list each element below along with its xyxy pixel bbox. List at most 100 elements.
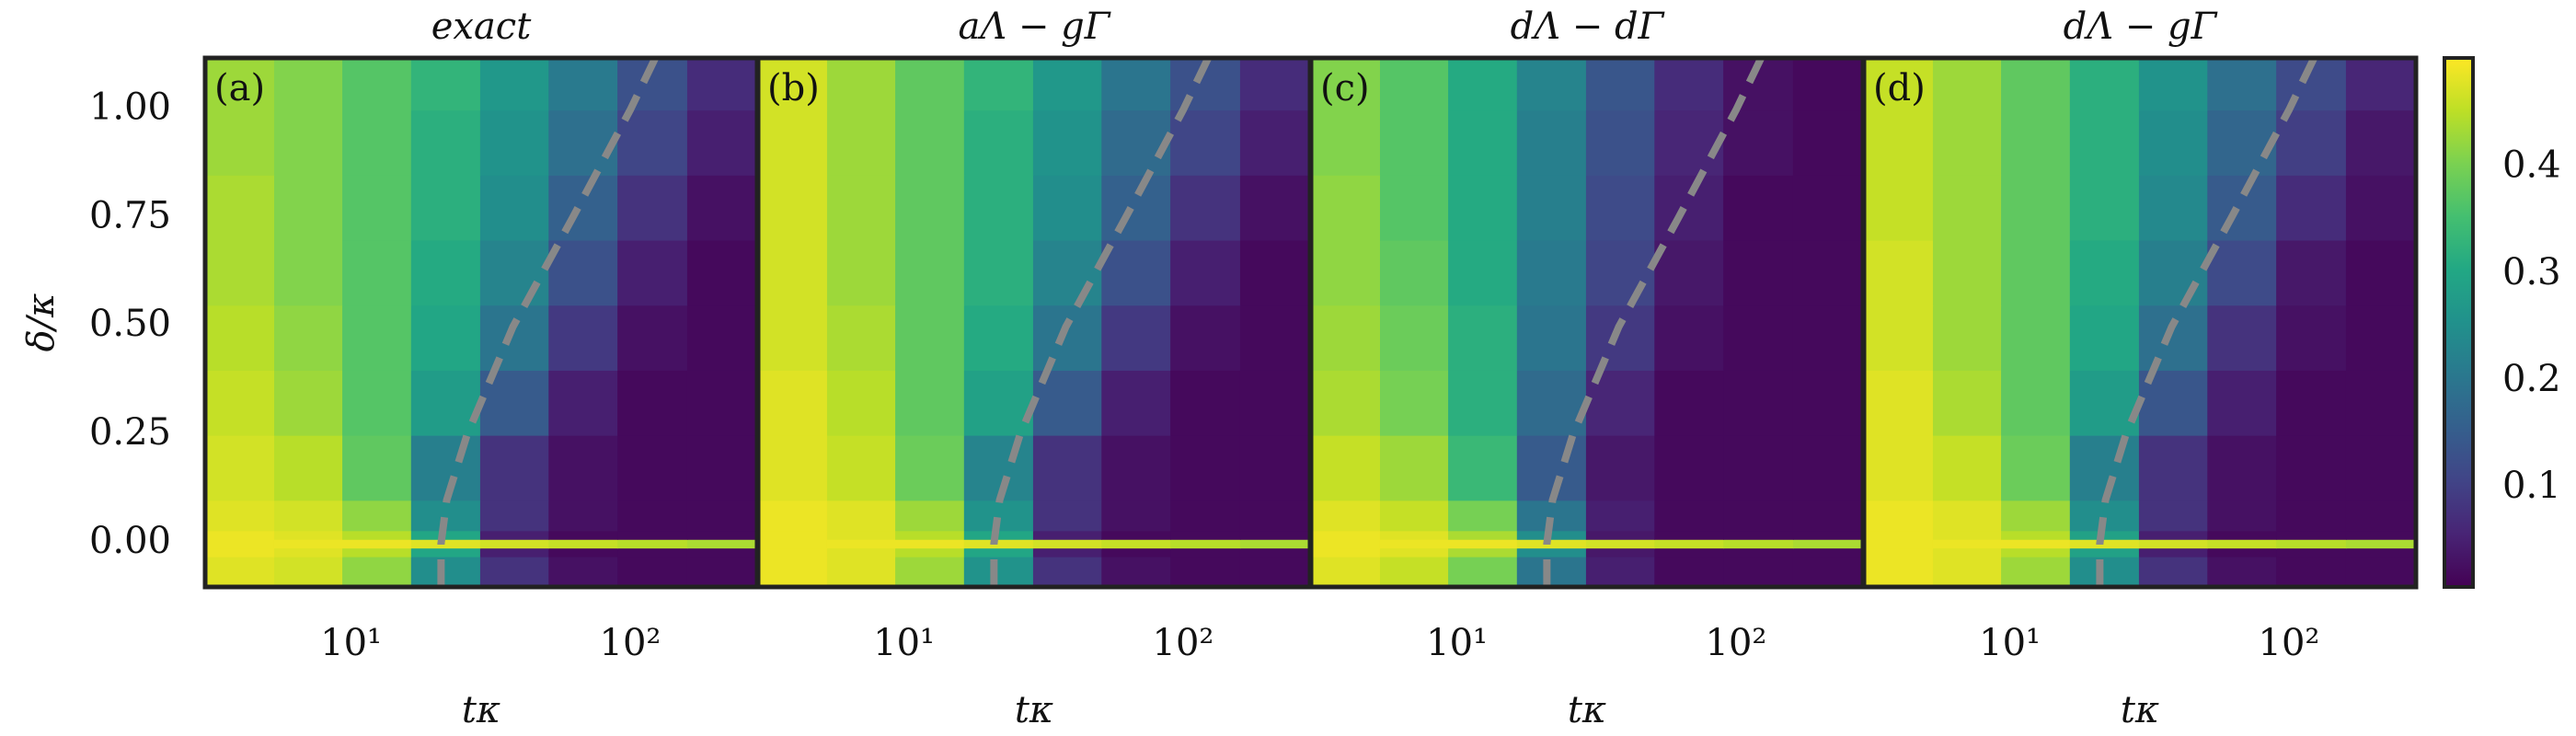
heatmap-cell (963, 305, 1034, 371)
heatmap-cell (342, 58, 412, 111)
heatmap-cell (1311, 305, 1381, 371)
heatmap-cell (826, 557, 896, 587)
heatmap-cell (1101, 175, 1171, 241)
heatmap-cell (758, 175, 828, 241)
x-tick-label: 10¹ (320, 622, 382, 664)
heatmap-cell (1311, 109, 1381, 176)
heatmap-cell (895, 109, 965, 176)
heatmap-cell (617, 547, 688, 558)
heatmap-cell (1311, 239, 1381, 306)
dashed-curve (1543, 58, 1765, 587)
heatmap-cell (1516, 109, 1587, 176)
x-tick-label: 10² (600, 622, 661, 664)
heatmap-cell (1932, 547, 2002, 558)
heatmap-cell (410, 547, 481, 558)
heatmap-cell (1170, 539, 1241, 549)
heatmap-cell (826, 539, 896, 549)
heatmap-cell (1932, 175, 2002, 241)
heatmap-cell (2138, 239, 2208, 306)
heatmap-cell (1516, 547, 1587, 558)
x-tick-label: 10¹ (1979, 622, 2041, 664)
heatmap-cell (205, 547, 275, 558)
heatmap-cell (548, 370, 618, 436)
heatmap-cell (1032, 530, 1102, 540)
heatmap-cell (2069, 175, 2140, 241)
heatmap-cell (895, 239, 965, 306)
heatmap-cell (963, 539, 1034, 549)
heatmap-cell (1792, 370, 1863, 436)
heatmap-cell (1448, 530, 1518, 540)
heatmap-cell (205, 500, 275, 532)
heatmap-cell (548, 58, 618, 111)
heatmap-cell (1516, 557, 1587, 587)
heatmap-cell (686, 435, 757, 501)
heatmap-cell (410, 58, 481, 111)
heatmap-cell (686, 109, 757, 176)
heatmap-cell (1032, 435, 1102, 501)
heatmap-cell (2138, 175, 2208, 241)
heatmap-cell (1723, 305, 1794, 371)
heatmap-cell (758, 239, 828, 306)
heatmap-panel (1864, 58, 2416, 587)
heatmap-cell (1101, 305, 1171, 371)
heatmap-cell (2207, 175, 2277, 241)
heatmap-cell (342, 239, 412, 306)
heatmap-cell (1170, 547, 1241, 558)
heatmap-cell (479, 547, 549, 558)
heatmap-cell (895, 435, 965, 501)
heatmap-cell (205, 370, 275, 436)
heatmap-cell (963, 109, 1034, 176)
heatmap-cell (2001, 370, 2071, 436)
heatmap-cell (1723, 370, 1794, 436)
heatmap-cell (1311, 530, 1381, 540)
heatmap-cell (2207, 547, 2277, 558)
heatmap-cell (273, 305, 343, 371)
heatmap-cell (479, 530, 549, 540)
heatmap-cell (342, 175, 412, 241)
heatmap-cell (1311, 435, 1381, 501)
heatmap-cell (1101, 370, 1171, 436)
heatmap-cell (1101, 109, 1171, 176)
heatmap-cell (1379, 539, 1449, 549)
heatmap-cell (205, 435, 275, 501)
heatmap-cell (273, 435, 343, 501)
y-tick-label: 0.50 (89, 303, 171, 345)
heatmap-cell (1585, 175, 1655, 241)
heatmap-cell (1170, 370, 1241, 436)
heatmap-cell (1379, 557, 1449, 587)
heatmap-cell (205, 109, 275, 176)
heatmap-cell (1864, 175, 1934, 241)
heatmap-cell (895, 557, 965, 587)
heatmap-cell (1792, 239, 1863, 306)
heatmap-cell (1032, 539, 1102, 549)
heatmap-cell (1239, 109, 1310, 176)
heatmap-cell (2345, 175, 2416, 241)
heatmap-cell (548, 557, 618, 587)
heatmap-cell (1792, 58, 1863, 111)
heatmap-cell (1448, 175, 1518, 241)
panel-title: exact (431, 6, 532, 48)
heatmap-cell (2069, 530, 2140, 540)
heatmap-cell (1723, 547, 1794, 558)
heatmap-cell (2276, 547, 2347, 558)
heatmap-cell (1516, 239, 1587, 306)
heatmap-cell (2276, 239, 2347, 306)
heatmap-cell (2138, 435, 2208, 501)
heatmap-cell (1311, 175, 1381, 241)
heatmap-cell (2345, 58, 2416, 111)
heatmap-cell (2345, 305, 2416, 371)
heatmap-cell (1585, 539, 1655, 549)
heatmap-cell (1654, 305, 1724, 371)
heatmap-cell (1032, 58, 1102, 111)
x-tick-label: 10² (1706, 622, 1767, 664)
heatmap-cell (1448, 239, 1518, 306)
heatmap-cell (1932, 557, 2002, 587)
heatmap-cell (1654, 175, 1724, 241)
heatmap-cell (410, 557, 481, 587)
heatmap-cell (1379, 58, 1449, 111)
heatmap-cell (1170, 557, 1241, 587)
heatmap-cell (617, 305, 688, 371)
heatmap-cell (2069, 109, 2140, 176)
heatmap-cell (895, 370, 965, 436)
heatmap-cell (686, 500, 757, 532)
